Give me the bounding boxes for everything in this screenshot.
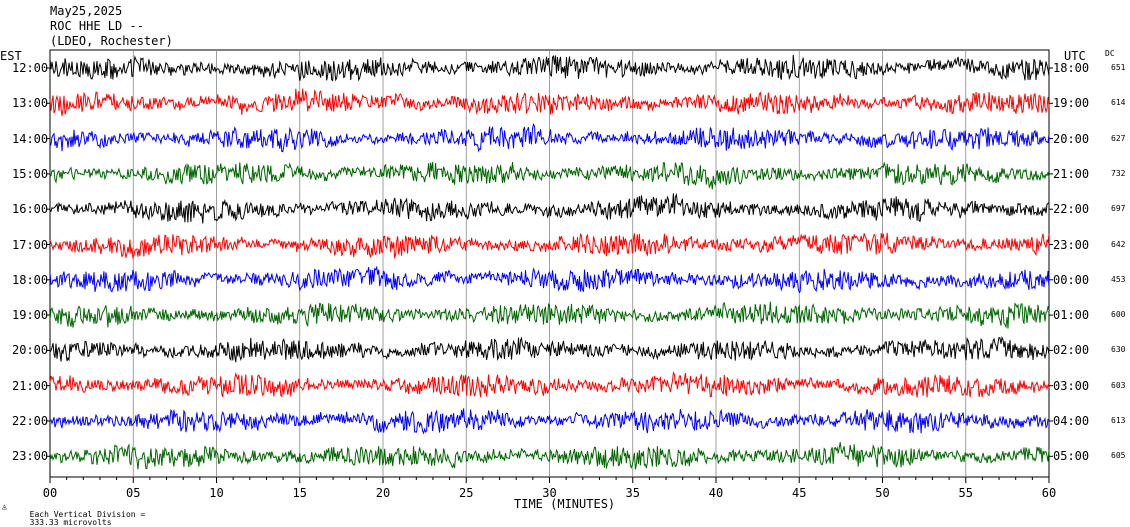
utc-hour-label: 05:00 xyxy=(1053,449,1090,464)
dc-heading: DC xyxy=(1105,49,1115,58)
x-tick-label: 60 xyxy=(1042,486,1056,500)
est-hour-label: 12:00 xyxy=(12,61,49,75)
scale-value: 333.33 microvolts xyxy=(29,518,112,527)
scale-note: Each Vertical Division = 333.33 microvol… xyxy=(20,503,146,527)
utc-hour-label: 00:00 xyxy=(1053,272,1090,287)
trace-1500 xyxy=(49,161,1050,190)
utc-hour-label: 18:00 xyxy=(1053,61,1090,75)
trace-1800 xyxy=(49,265,1050,294)
utc-hour-label: 22:00 xyxy=(1053,202,1090,217)
x-tick-label: 35 xyxy=(626,486,640,500)
network-name: (LDEO, Rochester) xyxy=(50,34,173,48)
x-tick-label: 50 xyxy=(875,486,889,500)
trace-1400 xyxy=(49,122,1050,153)
utc-hour-label: 23:00 xyxy=(1053,237,1090,252)
dc-offset-label: 613 xyxy=(1111,416,1126,425)
scale-prefix: Each Vertical Division = xyxy=(29,510,146,519)
trace-2000 xyxy=(49,335,1050,363)
x-axis-label: TIME (MINUTES) xyxy=(514,497,616,511)
trace-2100 xyxy=(49,370,1050,398)
dc-offset-label: 732 xyxy=(1111,168,1126,178)
est-hour-label: 18:00 xyxy=(12,272,49,287)
dc-offset-label: 453 xyxy=(1111,274,1126,284)
dc-offset-label: 651 xyxy=(1111,63,1126,72)
left-zone-label: EST xyxy=(0,49,22,63)
x-tick-label: 20 xyxy=(376,486,390,500)
trace-1200 xyxy=(49,54,1050,82)
est-hour-label: 15:00 xyxy=(12,166,49,181)
right-zone-label: UTC xyxy=(1064,49,1086,63)
utc-hour-label: 01:00 xyxy=(1053,308,1090,323)
x-tick-label: 30 xyxy=(542,486,556,500)
helicorder-date: May25,2025 xyxy=(50,4,123,18)
dc-offset-label: 642 xyxy=(1111,239,1126,249)
utc-hour-label: 04:00 xyxy=(1053,414,1090,428)
scale-icon: ◬ xyxy=(2,502,7,511)
x-tick-label: 10 xyxy=(209,486,223,500)
x-tick-label: 45 xyxy=(792,486,806,500)
x-tick-label: 05 xyxy=(126,486,140,500)
x-tick-label: 15 xyxy=(293,486,307,500)
dc-offset-label: 697 xyxy=(1111,204,1126,214)
trace-1900 xyxy=(49,301,1050,329)
x-tick-label: 25 xyxy=(459,486,473,500)
est-hour-label: 19:00 xyxy=(12,308,49,323)
est-hour-label: 22:00 xyxy=(12,414,49,428)
est-hour-label: 16:00 xyxy=(12,202,49,217)
trace-1700 xyxy=(49,232,1050,260)
dc-offset-label: 627 xyxy=(1111,133,1126,143)
station-code: ROC HHE LD -- xyxy=(50,19,144,33)
utc-hour-label: 02:00 xyxy=(1053,343,1090,358)
utc-hour-label: 19:00 xyxy=(1053,96,1090,111)
dc-offset-label: 605 xyxy=(1111,451,1126,461)
utc-hour-label: 03:00 xyxy=(1053,378,1090,393)
x-tick-label: 40 xyxy=(709,486,723,500)
x-tick-label: 55 xyxy=(959,486,973,500)
dc-offset-label: 614 xyxy=(1111,98,1126,108)
est-hour-label: 17:00 xyxy=(12,237,49,252)
trace-1300 xyxy=(49,88,1050,116)
dc-offset-label: 603 xyxy=(1111,380,1126,390)
dc-offset-label: 630 xyxy=(1111,345,1126,355)
est-hour-label: 23:00 xyxy=(12,449,49,464)
est-hour-label: 21:00 xyxy=(12,378,49,393)
trace-2200 xyxy=(49,408,1050,435)
trace-2300 xyxy=(49,442,1050,470)
est-hour-label: 20:00 xyxy=(12,343,49,358)
utc-hour-label: 21:00 xyxy=(1053,166,1090,181)
dc-offset-label: 600 xyxy=(1111,310,1126,320)
x-tick-label: 00 xyxy=(43,486,57,500)
est-hour-label: 14:00 xyxy=(12,131,49,146)
trace-1600 xyxy=(49,193,1050,224)
est-hour-label: 13:00 xyxy=(12,96,49,111)
utc-hour-label: 20:00 xyxy=(1053,131,1090,146)
